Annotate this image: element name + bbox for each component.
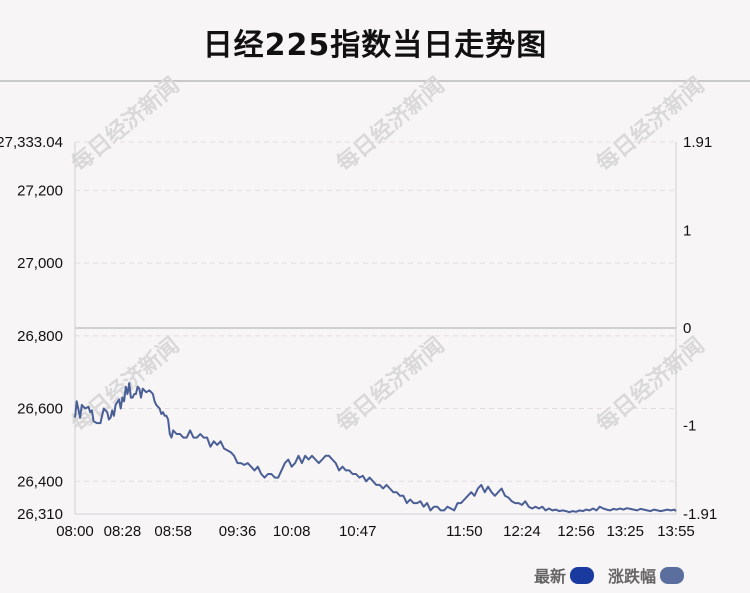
watermark-0: 每日经济新闻	[67, 72, 185, 177]
x-tick-label-1: 08:28	[104, 523, 142, 540]
left-tick-label-1: 27,200	[17, 182, 63, 199]
watermark-1: 每日经济新闻	[332, 72, 450, 177]
legend-swatch-latest	[570, 566, 595, 584]
watermark-4: 每日经济新闻	[332, 332, 450, 437]
watermark-2: 每日经济新闻	[592, 72, 710, 177]
x-tick-label-4: 10:08	[273, 523, 311, 540]
x-tick-label-5: 10:47	[339, 523, 377, 540]
x-tick-label-0: 08:00	[56, 523, 94, 540]
axes	[74, 142, 677, 515]
left-tick-label-2: 27,000	[17, 255, 63, 272]
left-tick-label-0: 27,333.04	[0, 134, 63, 151]
x-tick-label-2: 08:58	[154, 523, 192, 540]
x-tick-label-6: 11:50	[446, 523, 482, 540]
title-divider	[0, 80, 750, 82]
grid-lines	[75, 141, 676, 515]
legend-label-latest: 最新	[534, 567, 567, 586]
right-tick-label-3: -1	[683, 417, 696, 434]
left-axis-ticks: 27,333.04 27,200 27,000 26,800 26,600 26,400 2…	[0, 134, 63, 523]
right-tick-label-1: 1	[683, 223, 691, 240]
left-tick-label-3: 26,800	[17, 328, 63, 345]
legend-label-change: 涨跌幅	[608, 567, 657, 586]
left-tick-label-6: 26,310	[17, 506, 63, 523]
x-tick-label-8: 12:56	[557, 523, 595, 540]
x-tick-label-7: 12:24	[503, 523, 541, 540]
legend-item-latest[interactable]: 最新	[534, 563, 595, 587]
right-axis-ticks: 1.91 1 0 -1 -1.91	[683, 134, 717, 523]
x-tick-label-9: 13:25	[606, 523, 644, 540]
watermark-3: 每日经济新闻	[67, 332, 185, 437]
series-layer	[74, 382, 677, 514]
chart-title: 日经225指数当日走势图	[202, 28, 548, 63]
x-tick-label-3: 09:36	[219, 523, 257, 540]
legend-swatch-change	[660, 566, 685, 584]
right-tick-label-4: -1.91	[683, 506, 717, 523]
right-tick-label-0: 1.91	[683, 134, 712, 151]
left-tick-label-5: 26,400	[17, 473, 63, 490]
x-tick-label-10: 13:55	[657, 523, 695, 540]
series-line-0	[74, 382, 677, 514]
legend-item-change[interactable]: 涨跌幅	[608, 563, 685, 587]
right-tick-label-2: 0	[683, 320, 691, 337]
left-tick-label-4: 26,600	[17, 401, 63, 418]
x-axis-ticks: 08:00 08:28 08:58 09:36 10:08 10:47 11:50 12:24…	[56, 523, 695, 540]
